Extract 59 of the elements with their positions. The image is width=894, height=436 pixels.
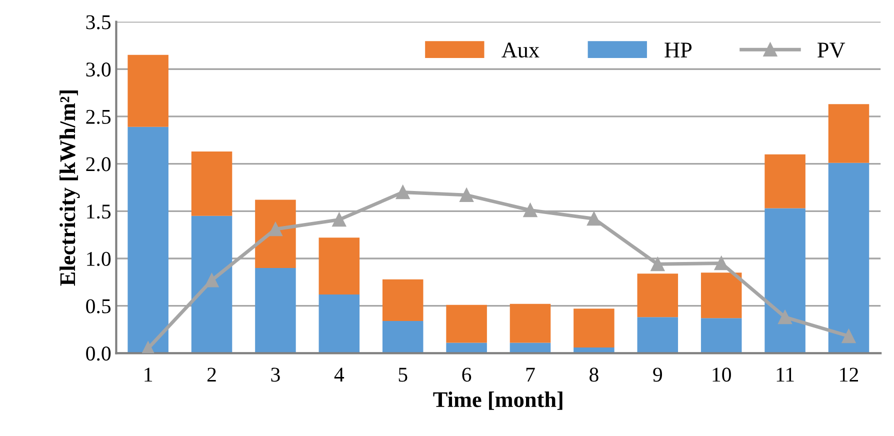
bar	[637, 274, 678, 318]
bar	[828, 104, 870, 163]
y-tick-label: 1.5	[87, 204, 111, 219]
point	[587, 212, 601, 226]
x-tick-label: 3	[271, 368, 280, 382]
y-tick-label: 2.0	[86, 157, 111, 172]
bar	[191, 216, 232, 354]
point	[332, 212, 346, 227]
bar	[191, 152, 232, 216]
x-tick-label: 7	[526, 368, 535, 382]
x-tick-label: 5	[398, 368, 408, 382]
bar	[382, 279, 424, 321]
legend-label: HP	[664, 42, 692, 58]
x-tick-label: 12	[840, 368, 858, 382]
y-tick-label: 0.0	[86, 346, 111, 361]
x-tick-label: 1	[144, 368, 152, 382]
point	[650, 257, 665, 272]
point	[842, 329, 856, 344]
x-tick-label: 8	[590, 368, 598, 382]
bar	[255, 268, 296, 354]
bar	[382, 320, 424, 354]
bar	[510, 342, 551, 354]
x-tick-label: 9	[653, 368, 662, 382]
bar	[128, 54, 168, 127]
point	[204, 273, 219, 288]
bar	[318, 294, 360, 354]
bar	[828, 162, 870, 354]
x-axis-title: Time [month]	[433, 392, 562, 410]
y-tick-label: 3.0	[86, 62, 111, 77]
point	[523, 203, 538, 218]
bar	[446, 342, 487, 354]
bar	[637, 317, 678, 354]
point	[460, 188, 474, 202]
bar	[574, 308, 614, 348]
point	[268, 222, 282, 236]
x-tick-label: 6	[462, 368, 472, 382]
bar	[700, 272, 742, 318]
bar	[764, 154, 806, 208]
point	[778, 310, 792, 324]
x-tick-label: 4	[334, 368, 344, 382]
legend-label: Aux	[502, 42, 540, 58]
bar	[764, 208, 806, 354]
legend-label: PV	[818, 42, 846, 58]
y-tick-label: 1.0	[87, 252, 111, 266]
y-tick-label: 3.5	[86, 15, 111, 30]
bar	[318, 238, 360, 294]
bar	[255, 200, 296, 268]
x-tick-label: 2	[207, 368, 216, 382]
bar	[510, 304, 551, 343]
y-axis-title: Electricity [kWh/m²]	[60, 90, 80, 286]
bar	[700, 318, 742, 354]
x-tick-label: 10	[712, 368, 731, 382]
y-tick-label: 2.5	[86, 110, 111, 124]
point	[714, 256, 728, 270]
y-tick-label: 0.5	[86, 299, 111, 314]
x-tick-label: 11	[776, 368, 794, 382]
bar	[128, 126, 168, 354]
point	[396, 185, 410, 200]
bar	[446, 304, 487, 343]
